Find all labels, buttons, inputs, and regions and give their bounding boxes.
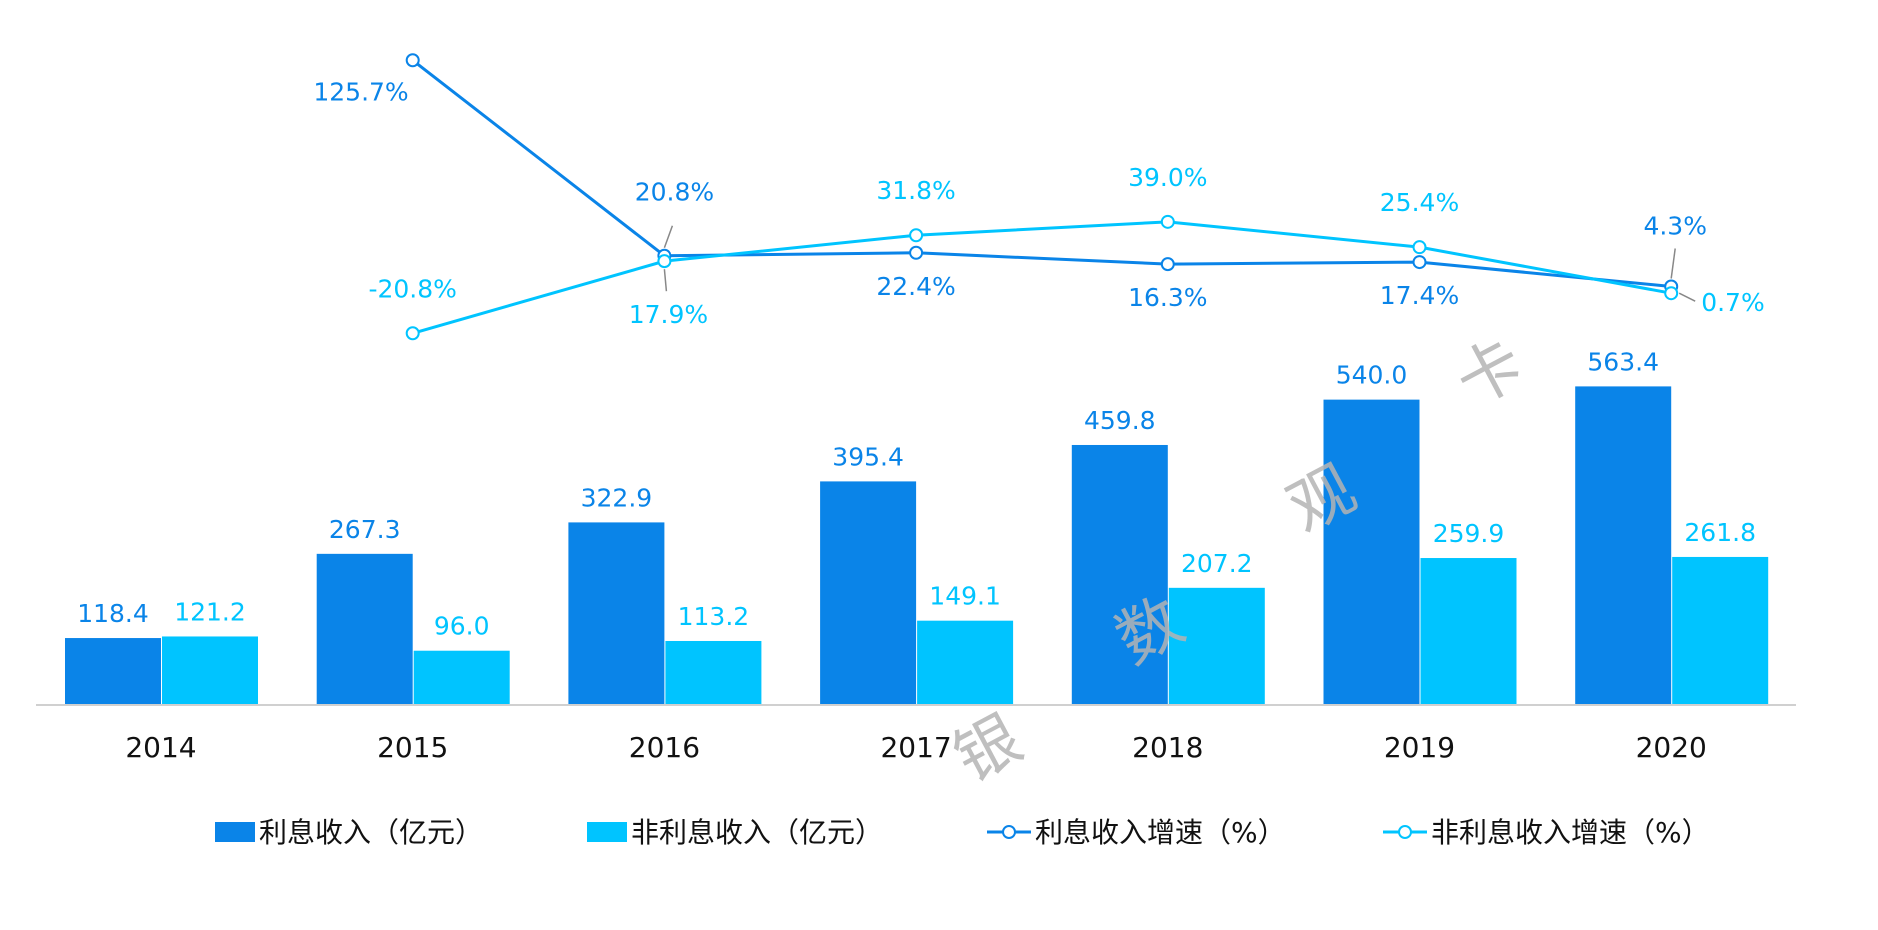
bar-noninterest [162, 636, 258, 705]
bar-interest [568, 522, 665, 705]
bar-value-label: 261.8 [1684, 518, 1756, 547]
legend-swatch-bar [215, 822, 255, 842]
line-point [1412, 240, 1427, 255]
bar-value-label: 149.1 [929, 582, 1001, 611]
growth-value-label: 31.8% [876, 176, 955, 205]
x-tick-label: 2016 [629, 731, 700, 764]
bar-noninterest [1168, 587, 1265, 705]
growth-value-label: 39.0% [1128, 163, 1207, 192]
growth-value-label: 20.8% [635, 178, 714, 207]
bar-value-label: 113.2 [678, 602, 750, 631]
growth-value-label: 17.4% [1380, 281, 1459, 310]
line-point [1160, 214, 1175, 229]
x-tick-label: 2020 [1636, 731, 1707, 764]
bar-value-label: 563.4 [1587, 347, 1659, 376]
label-leader-line [663, 225, 674, 248]
line-point [1664, 286, 1679, 301]
bar-value-label: 395.4 [832, 442, 904, 471]
line-layer: 125.7% 20.8% 22.4% 16.3% 17.4% 4.3% -20.8% 17.9… [313, 53, 1765, 341]
bar-interest [65, 638, 161, 705]
bar-interest [316, 553, 413, 705]
x-tick-label: 2017 [880, 731, 951, 764]
watermark-char: 银 [943, 702, 1034, 797]
line-point [1160, 257, 1175, 272]
watermark-char: 卡 [1445, 326, 1536, 421]
bar-value-label: 207.2 [1181, 549, 1253, 578]
bar-value-label: 121.2 [174, 597, 246, 626]
bar-value-label: 118.4 [77, 599, 149, 628]
x-tick-label: 2018 [1132, 731, 1203, 764]
growth-value-label: 22.4% [876, 272, 955, 301]
line-point [909, 245, 924, 260]
label-leader-line [1678, 292, 1696, 302]
growth-value-label: 4.3% [1643, 211, 1707, 240]
legend-swatch-marker [1398, 825, 1412, 839]
bar-value-label: 267.3 [329, 515, 401, 544]
x-tick-label: 2014 [125, 731, 196, 764]
bar-value-label: 96.0 [434, 612, 490, 641]
noninterest-growth-line [412, 220, 1672, 335]
bar-interest [1575, 386, 1672, 705]
line-point [1412, 255, 1427, 270]
x-tick-label: 2015 [377, 731, 448, 764]
growth-value-label: 17.9% [629, 300, 708, 329]
line-point [657, 254, 672, 269]
bar-value-label: 540.0 [1336, 361, 1408, 390]
legend-label: 非利息收入（亿元） [631, 816, 883, 849]
bar-noninterest [413, 650, 510, 705]
legend-swatch-bar [587, 822, 627, 842]
line-point [909, 228, 924, 243]
label-leader-line [663, 269, 668, 292]
bar-value-label: 322.9 [581, 483, 653, 512]
x-axis-labels: 2014 2015 2016 2017 2018 2019 2020 [125, 731, 1706, 764]
bar-noninterest [917, 620, 1014, 705]
bar-noninterest [1672, 556, 1769, 705]
growth-value-label: 0.7% [1701, 288, 1765, 317]
bar-interest [1071, 444, 1168, 705]
legend-swatch-marker [1002, 825, 1016, 839]
bar-noninterest [665, 640, 762, 705]
growth-value-label: 125.7% [313, 77, 408, 106]
legend-label: 非利息收入增速（%） [1431, 816, 1710, 849]
interest-growth-line [411, 59, 1672, 288]
growth-value-label: 16.3% [1128, 283, 1207, 312]
legend-label: 利息收入增速（%） [1035, 816, 1286, 849]
bar-interest [820, 481, 917, 705]
x-tick-label: 2019 [1384, 731, 1455, 764]
legend-label: 利息收入（亿元） [259, 816, 483, 849]
bar-interest [1323, 399, 1420, 705]
label-leader-line [1670, 248, 1676, 279]
bar-value-label: 259.9 [1433, 519, 1505, 548]
bar-noninterest [1420, 558, 1517, 705]
line-point [405, 53, 420, 68]
legend: 利息收入（亿元） 非利息收入（亿元） 利息收入增速（%） 非利息收入增速（%） [215, 816, 1710, 849]
bar-value-label: 459.8 [1084, 406, 1156, 435]
growth-value-label: 25.4% [1380, 188, 1459, 217]
growth-value-label: -20.8% [368, 274, 456, 303]
bar-layer: 118.4 267.3 322.9 395.4 459.8 540.0 563.4 121.2… [65, 347, 1769, 705]
line-point [405, 326, 420, 341]
